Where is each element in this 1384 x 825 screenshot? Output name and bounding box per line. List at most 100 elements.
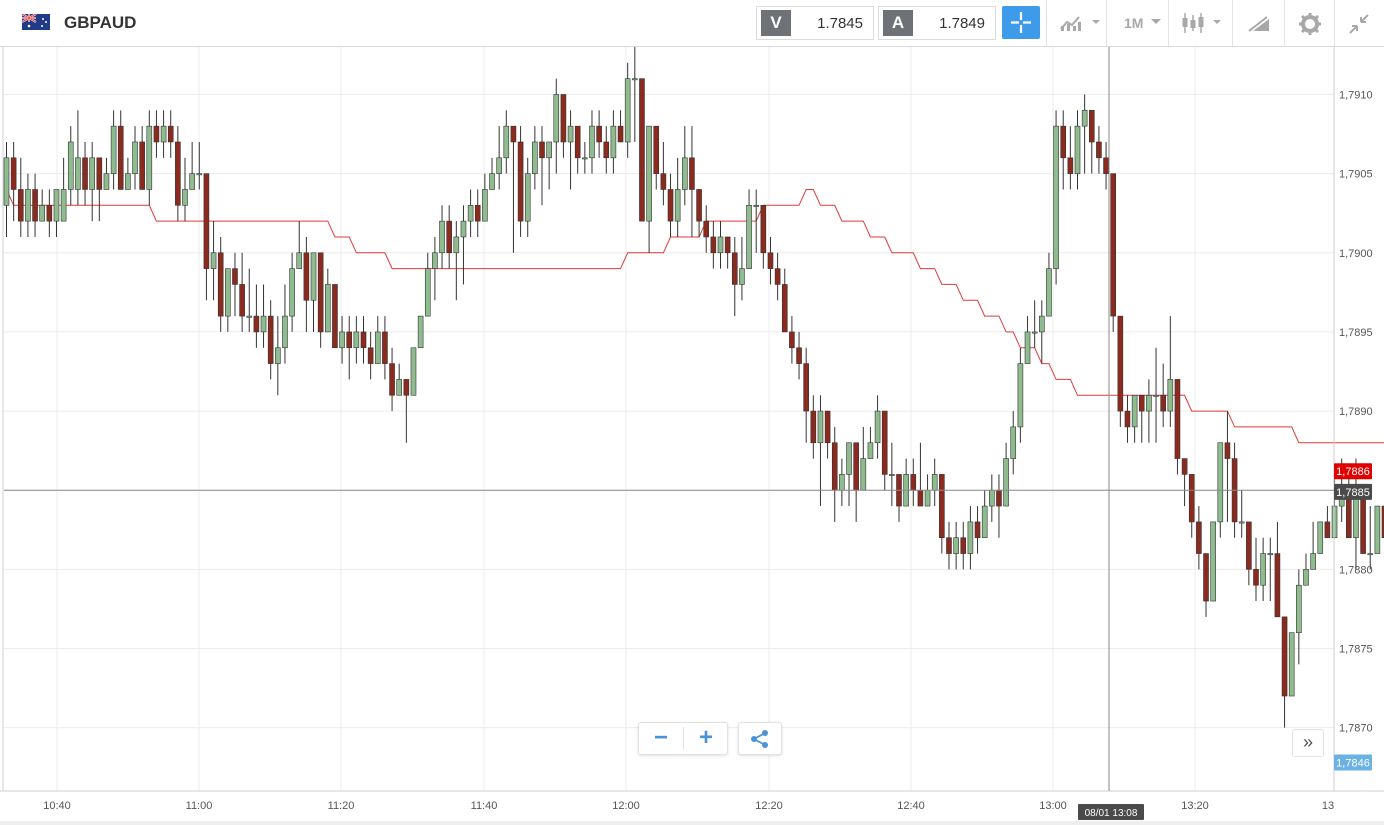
bull-candle-body (582, 157, 588, 160)
bull-candle-body (396, 379, 403, 396)
bear-candle-body (446, 220, 452, 254)
timeframe-label: 1M (1124, 15, 1144, 31)
bull-candle-body (524, 173, 531, 222)
crosshair-time-label: 08/01 13:08 (1085, 808, 1138, 819)
chevron-down-icon (1151, 19, 1161, 24)
zoom-in-button[interactable]: + (698, 724, 713, 751)
buy-price-box[interactable]: A 1.7849 (878, 6, 996, 40)
bull-candle-body (717, 236, 724, 254)
candle (1039, 300, 1045, 364)
bear-candle-body (1138, 394, 1145, 412)
candle (674, 157, 681, 237)
bull-candle-body (867, 442, 874, 459)
bull-candle-body (624, 78, 631, 143)
y-tick-label: 1,7880 (1339, 564, 1373, 576)
bull-candle-body (282, 315, 288, 349)
bear-candle-body (1188, 474, 1195, 523)
candle (239, 252, 245, 332)
bear-candle-body (1324, 521, 1331, 539)
bear-candle-body (82, 157, 88, 190)
zoom-out-button[interactable]: − (653, 724, 668, 751)
candle (1317, 521, 1324, 554)
candle (967, 506, 974, 570)
sell-price-box[interactable]: V 1.7845 (756, 6, 874, 40)
x-tick-label: 13 (1322, 800, 1334, 812)
candle (567, 110, 574, 190)
candle (96, 157, 103, 222)
candle (17, 157, 24, 237)
candle (503, 110, 510, 174)
candle (10, 141, 17, 222)
bull-candle-body (210, 252, 217, 269)
candle (1381, 505, 1384, 539)
bull-candle-body (324, 284, 331, 333)
bull-candle-body (632, 78, 638, 81)
bull-candle-body (989, 489, 995, 507)
bull-candle-body (3, 157, 10, 206)
bull-candle-body (1081, 110, 1088, 127)
crosshair-price-tag-bg (1334, 483, 1372, 500)
candle (824, 410, 831, 459)
candle (1288, 632, 1295, 697)
candle (246, 268, 253, 332)
candle (1074, 110, 1081, 190)
candle (839, 458, 845, 507)
bull-candle-body (532, 141, 538, 174)
candle (917, 442, 924, 507)
candle (731, 236, 738, 317)
candle (1010, 411, 1017, 475)
candle (153, 110, 160, 158)
bull-candle-body (567, 125, 574, 143)
settings-button[interactable] (1284, 0, 1334, 46)
bull-candle-body (1331, 505, 1338, 539)
bear-candle-body (596, 125, 602, 143)
timeframe-dropdown[interactable]: 1M (1106, 0, 1168, 46)
last-price-tag-bg (1334, 463, 1372, 480)
bear-candle-body (960, 537, 967, 554)
chart-grid (4, 47, 1334, 791)
candle (1267, 537, 1274, 602)
share-button[interactable] (738, 722, 782, 755)
x-tick-label: 12:20 (755, 800, 783, 812)
candle (1067, 126, 1074, 190)
candle (296, 221, 303, 269)
candle (1303, 553, 1309, 586)
bear-candle-body (1381, 505, 1384, 539)
bull-candle-body (1003, 458, 1009, 507)
crosshair-price-tag: 1,7885 (1334, 483, 1372, 500)
bear-candle-body (389, 363, 395, 396)
crosshair-button[interactable] (1002, 6, 1040, 39)
bull-candle-body (967, 521, 974, 554)
candle (689, 126, 695, 237)
bull-candle-body (553, 94, 560, 143)
bear-candle-body (1274, 553, 1281, 618)
scroll-to-end-button[interactable]: » (1292, 729, 1324, 757)
candle (260, 284, 267, 348)
bull-candle-body (125, 173, 131, 190)
candle (896, 474, 902, 522)
bull-candle-body (1031, 331, 1038, 334)
bear-candle-body (996, 489, 1002, 507)
bear-candle-body (10, 157, 17, 190)
y-tick-label: 1,7910 (1339, 89, 1373, 101)
bear-candle-body (710, 236, 717, 254)
moving-average-layer (6, 189, 1384, 444)
collapse-button[interactable] (1334, 0, 1384, 46)
chart-type-button[interactable] (1046, 0, 1106, 46)
price-chart[interactable]: 1,79101,79051,79001,78951,78901,78851,78… (0, 47, 1384, 821)
bull-candle-body (225, 268, 231, 317)
bear-candle-body (1160, 394, 1166, 412)
bear-candle-body (539, 141, 545, 159)
candle (103, 157, 110, 190)
candlestick-button[interactable] (1168, 0, 1232, 46)
bear-candle-body (1060, 125, 1067, 159)
candle (1096, 126, 1102, 174)
bull-candle-body (310, 252, 317, 301)
bear-candle-body (253, 315, 260, 333)
candle (89, 141, 95, 222)
candle (324, 268, 331, 333)
bear-candle-body (653, 125, 660, 174)
bear-candle-body (667, 189, 674, 222)
candle (396, 363, 403, 396)
draw-button[interactable] (1232, 0, 1284, 46)
